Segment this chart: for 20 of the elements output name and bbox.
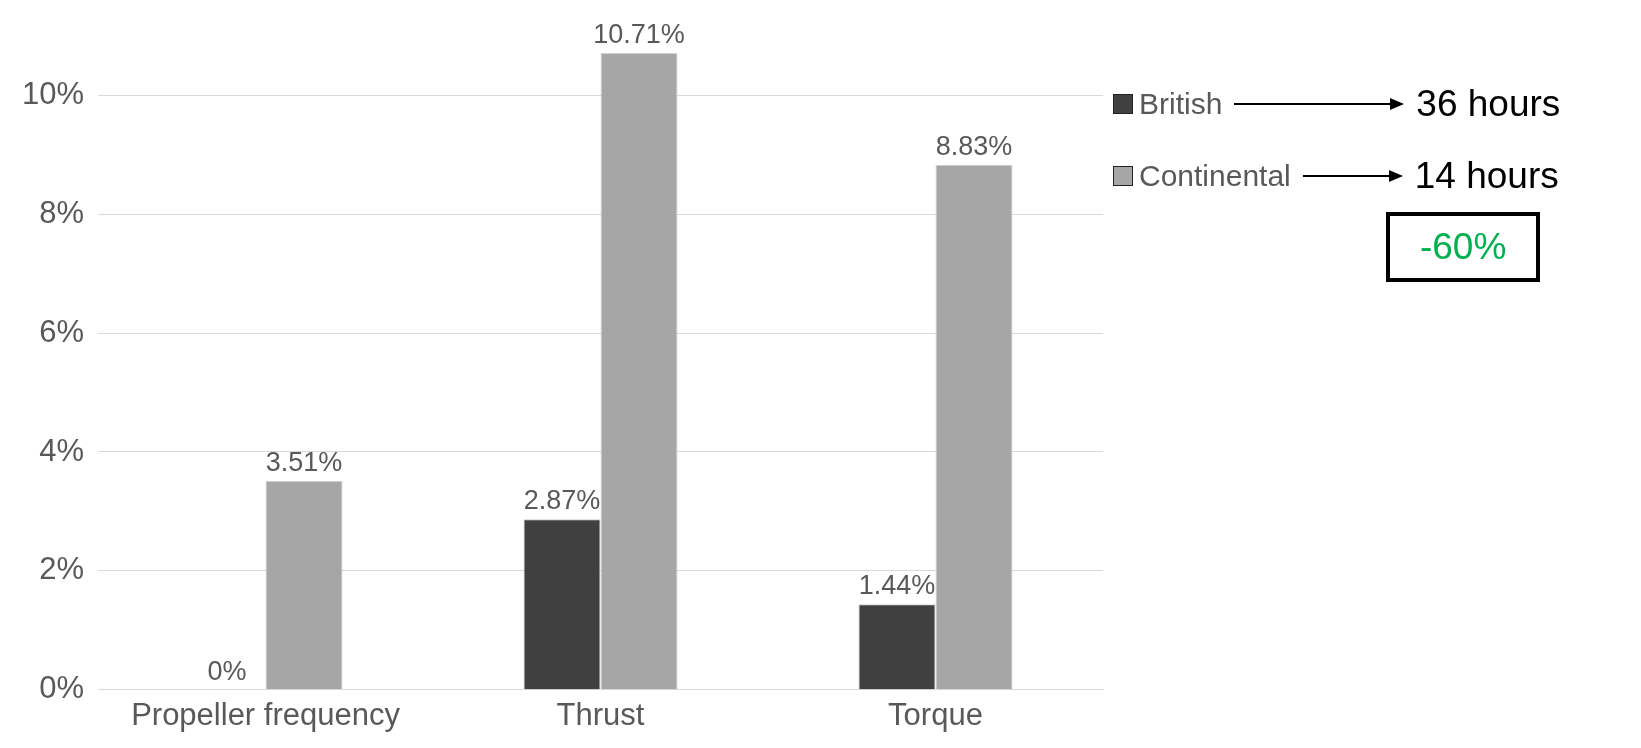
- text: 10.71%: [593, 18, 685, 49]
- y-tick-label: 10%: [22, 75, 85, 111]
- x-tick-label: Torque: [888, 696, 983, 732]
- text: 0%: [207, 655, 247, 686]
- legend-label: British: [1139, 87, 1223, 121]
- y-tick-label: 8%: [39, 194, 85, 230]
- text: 36 hours: [1416, 83, 1561, 125]
- x-tick-label: Propeller frequency: [131, 696, 401, 732]
- y-tick-label: 6%: [39, 313, 85, 349]
- text: 14 hours: [1414, 155, 1559, 197]
- text: -60%: [1385, 212, 1541, 282]
- text: 3.51%: [265, 447, 343, 478]
- text: 8.83%: [935, 130, 1013, 161]
- x-tick-label: Thrust: [556, 696, 645, 732]
- legend-label: Continental: [1139, 159, 1291, 193]
- text: 2.87%: [523, 485, 601, 516]
- y-tick-label: 0%: [39, 670, 85, 706]
- y-tick-label: 2%: [39, 551, 85, 587]
- text: 1.44%: [858, 570, 936, 601]
- y-tick-label: 4%: [39, 432, 85, 468]
